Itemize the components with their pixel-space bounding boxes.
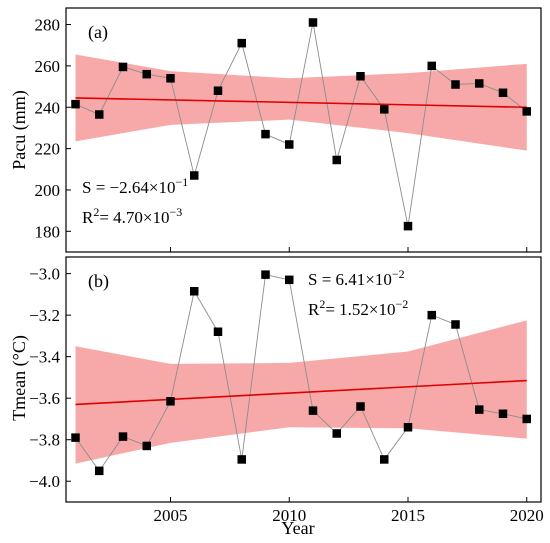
panel-a: 180 200 220 240 260 280 (a) Pacu (mm) S = −2.… <box>9 7 542 253</box>
panel-a-r2-mid: = 4.70×10 <box>99 208 169 227</box>
panel-b-data-point <box>95 466 104 476</box>
panel-b-data-point <box>308 406 318 415</box>
panel-a-data-point <box>118 62 128 72</box>
panel-b-data-point <box>261 270 270 279</box>
panel-b-stats: S = 6.41×10−2 R2= 1.52×10−2 <box>308 267 408 319</box>
panel-b-xtick-label: 2010 <box>272 506 306 525</box>
panel-a-data-point <box>285 140 294 149</box>
panel-a-data-point <box>380 105 389 114</box>
panel-a-data-point <box>451 80 460 89</box>
panel-a-r2-sup: 2 <box>93 205 99 219</box>
panel-a-data-point <box>71 99 80 109</box>
panel-a-data-point <box>498 88 508 98</box>
panel-b-slope-exp: −2 <box>392 267 405 281</box>
panel-b-data-point <box>522 414 531 424</box>
panel-b-data-point <box>427 310 436 320</box>
panel-b-data-point <box>237 455 246 464</box>
panel-b-data-point <box>475 405 484 414</box>
panel-b-ytick-label: −3.0 <box>29 265 60 284</box>
panel-b-data-point <box>71 433 80 442</box>
panel-a-ytick-label: 240 <box>35 98 61 117</box>
panel-a-stats: S = −2.64×10−1 R2= 4.70×10−3 <box>82 175 188 227</box>
panel-b-data-point <box>190 287 199 296</box>
panel-a-data-point <box>403 221 413 231</box>
panel-a-ytick-label: 200 <box>35 181 61 200</box>
panel-a-data-point <box>166 74 175 83</box>
panel-a-data-point <box>190 171 199 180</box>
panel-b-ytick-label: −3.2 <box>29 306 60 325</box>
panel-a-slope-prefix: S = −2.64×10 <box>82 178 175 197</box>
panel-b-r2: R2= 1.52×10−2 <box>308 297 408 319</box>
panel-b-data-point <box>498 409 508 419</box>
panel-b-slope: S = 6.41×10−2 <box>308 267 405 289</box>
panel-a-r2-prefix: R <box>82 208 94 227</box>
panel-a-plot-area <box>71 18 531 231</box>
panel-b-ytick-label: −3.6 <box>29 389 60 408</box>
panel-a-label: (a) <box>88 22 108 43</box>
panel-a-slope-exp: −1 <box>175 175 188 189</box>
panel-a-ytick-label: 220 <box>35 140 61 159</box>
panel-a-data-point <box>356 71 365 81</box>
panel-b-data-point <box>142 441 151 451</box>
panel-a-frame <box>65 7 542 253</box>
panel-a-r2-exp: −3 <box>170 205 183 219</box>
panel-a-r2: R2= 4.70×10−3 <box>82 205 182 227</box>
panel-a-ytick-label: 280 <box>35 16 61 35</box>
panel-b-r2-mid: = 1.52×10 <box>325 300 395 319</box>
panel-b-data-point <box>403 423 413 432</box>
panel-b-data-point <box>166 397 175 406</box>
panel-b: −4.0 −3.8 −3.6 −3.4 −3.2 −3.0 2005 2010 2015 2020… <box>9 256 544 538</box>
panel-a-data-point <box>142 69 151 79</box>
panel-b-label: (b) <box>88 271 109 292</box>
panel-a-data-point <box>475 79 484 88</box>
panel-b-data-point <box>451 320 460 329</box>
panel-a-ytick-label: 260 <box>35 57 61 76</box>
panel-a-axes: 180 200 220 240 260 280 <box>35 16 528 252</box>
panel-b-frame <box>65 256 542 503</box>
panel-b-xlabel: Year <box>281 518 314 538</box>
panel-b-ytick-label: −3.4 <box>29 348 60 367</box>
panel-b-data-point <box>213 327 223 336</box>
panel-b-data-point <box>332 429 341 438</box>
panel-a-trend-line <box>75 97 527 109</box>
panel-b-r2-prefix: R <box>308 300 320 319</box>
panel-a-data-point <box>213 86 223 95</box>
panel-a-data-point <box>332 155 341 165</box>
panel-b-trend-line <box>75 379 527 406</box>
panel-a-data-point <box>261 129 270 139</box>
panel-b-r2-exp: −2 <box>396 297 409 311</box>
panel-a-data-point <box>237 38 246 48</box>
panel-b-data-point <box>118 432 128 441</box>
panel-a-data-point <box>308 18 318 27</box>
panel-a-ylabel: Pacu (mm) <box>9 90 30 169</box>
panel-a-data-point <box>95 110 104 119</box>
panel-b-ytick-label: −3.8 <box>29 431 60 450</box>
panel-b-ylabel: Tmean (°C) <box>9 335 30 421</box>
panel-b-r2-sup: 2 <box>319 297 325 311</box>
panel-b-data-point <box>285 275 294 285</box>
panel-b-data-point <box>380 455 389 464</box>
panel-b-ytick-label: −4.0 <box>29 472 60 491</box>
panel-a-data-point <box>427 61 436 71</box>
panel-b-data-point <box>356 402 365 411</box>
panel-a-slope: S = −2.64×10−1 <box>82 175 188 197</box>
panel-b-xtick-label: 2020 <box>510 506 544 525</box>
panel-b-xtick-label: 2015 <box>391 506 425 525</box>
panel-a-data-point <box>522 107 531 116</box>
panel-a-ytick-label: 180 <box>35 222 61 241</box>
panel-b-plot-area <box>71 270 531 476</box>
panel-b-slope-prefix: S = 6.41×10 <box>308 270 392 289</box>
panel-b-axes: −4.0 −3.8 −3.6 −3.4 −3.2 −3.0 2005 2010 2015 2020 <box>29 265 544 525</box>
panel-b-xtick-label: 2005 <box>154 506 188 525</box>
